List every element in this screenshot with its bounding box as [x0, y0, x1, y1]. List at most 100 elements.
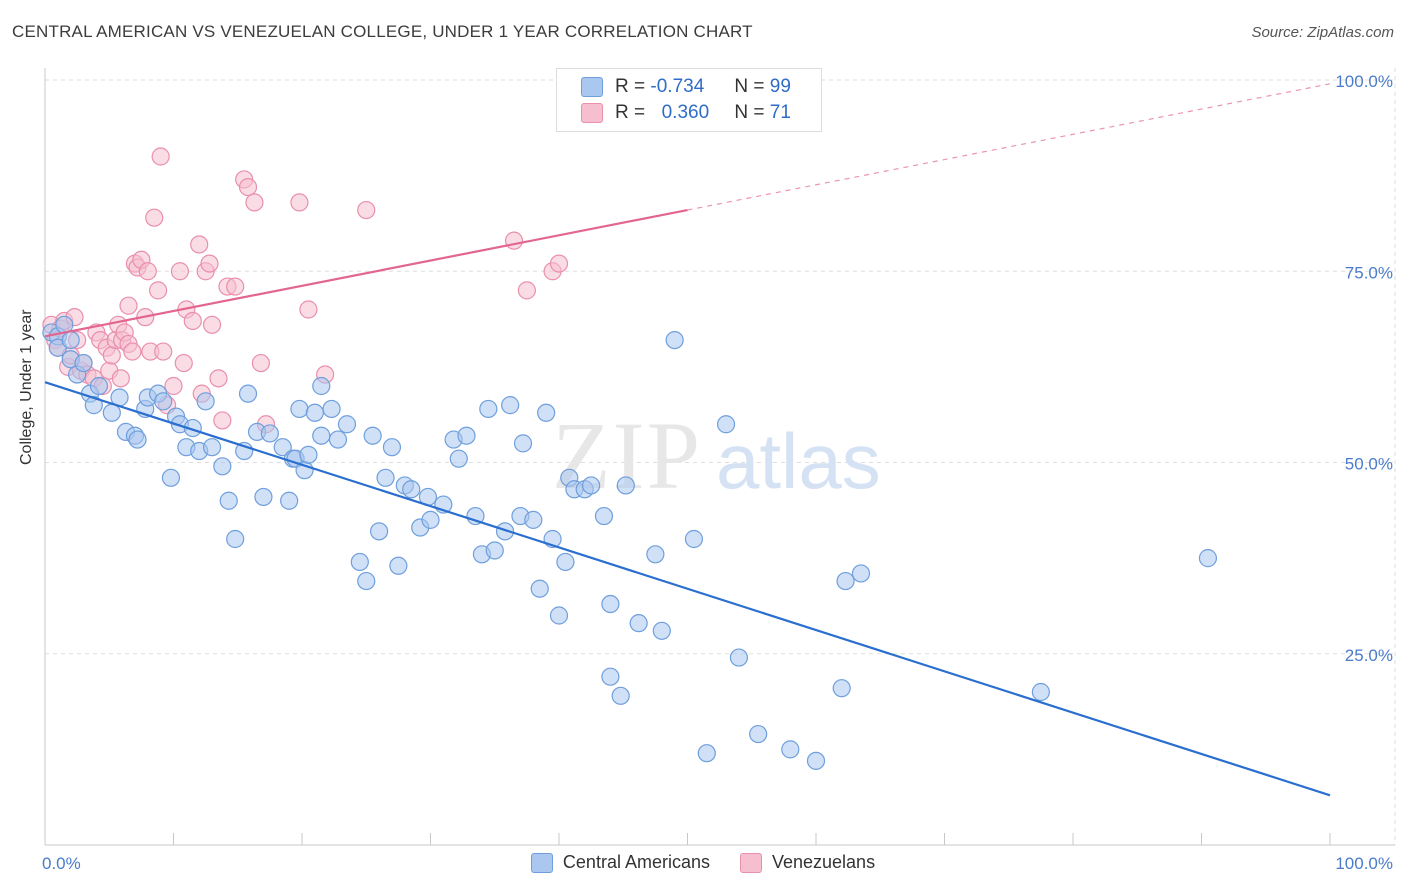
central-american-point — [402, 480, 421, 499]
venezuelan-point — [111, 369, 130, 388]
legend-r-value: -0.734 — [650, 76, 705, 97]
venezuelan-point — [357, 200, 376, 220]
x-tick-label: 100.0% — [1335, 854, 1393, 873]
central-american-point — [370, 522, 389, 541]
legend-n-label: N = — [734, 76, 765, 97]
central-american-point — [601, 667, 620, 686]
central-american-point — [337, 415, 357, 434]
venezuelan-point — [200, 254, 219, 273]
central-american-point — [1031, 682, 1050, 702]
central-american-point — [537, 403, 556, 422]
y-tick-label: 100.0% — [1335, 72, 1393, 91]
central-americans-trend-line — [44, 381, 1331, 797]
central-american-point — [549, 606, 569, 625]
central-american-point — [196, 392, 215, 411]
central-american-point — [749, 724, 768, 744]
central-american-point — [363, 426, 382, 445]
central-american-point — [832, 679, 851, 698]
central-american-point — [513, 434, 533, 453]
central-american-point — [89, 376, 109, 396]
venezuelan-point — [245, 193, 264, 212]
y-tick-label: 75.0% — [1345, 263, 1393, 282]
venezuelan-point — [170, 262, 190, 281]
legend-n-label: N = — [734, 102, 765, 123]
legend-row-venezuelans: R = 0.360 N = 71 — [581, 101, 791, 125]
central-american-point — [61, 331, 80, 350]
central-american-point — [290, 399, 309, 419]
central-american-point — [84, 396, 103, 415]
central-american-point — [781, 740, 800, 759]
central-american-point — [312, 426, 331, 445]
central-american-point — [389, 556, 408, 575]
central-american-point — [697, 744, 716, 763]
central-american-point — [328, 430, 348, 449]
trend-lines — [44, 83, 1331, 797]
central-american-point — [421, 510, 440, 529]
venezuelan-point — [504, 231, 524, 250]
legend-r-label: R = — [615, 102, 646, 123]
venezuelan-point — [123, 342, 142, 361]
central-american-point — [312, 376, 331, 396]
legend-r-value: 0.360 — [661, 102, 710, 123]
legend-r-label: R = — [615, 76, 646, 97]
central-american-point — [299, 445, 318, 464]
y-tick-label: 25.0% — [1345, 646, 1393, 665]
central-american-point — [665, 331, 684, 350]
central-american-point — [449, 449, 468, 468]
tick-labels: 25.0% 50.0% 75.0% 100.0% 0.0% 100.0% — [42, 72, 1393, 873]
venezuelan-point — [119, 296, 138, 315]
central-american-point — [128, 430, 147, 449]
legend-n-value: 71 — [769, 102, 791, 123]
central-american-point — [260, 424, 279, 443]
venezuelan-point — [202, 315, 222, 334]
central-american-point — [74, 353, 93, 373]
central-american-point — [556, 552, 575, 572]
series-legend: Central Americans Venezuelans — [0, 852, 1406, 873]
central-americans-points — [42, 315, 1218, 770]
venezuelan-point — [209, 369, 228, 388]
central-american-point — [594, 506, 614, 526]
central-american-point — [280, 491, 299, 510]
legend-swatch-pink — [739, 852, 762, 873]
central-american-point — [1198, 549, 1218, 568]
axes — [44, 68, 1395, 846]
venezuelan-point — [154, 342, 173, 361]
venezuelan-point — [164, 376, 183, 396]
venezuelan-point — [549, 254, 569, 273]
legend-swatch-blue — [581, 77, 603, 97]
central-american-point — [161, 468, 181, 487]
central-american-point — [836, 571, 855, 591]
venezuelan-point — [145, 208, 164, 227]
legend-item-central-americans: Central Americans — [530, 852, 710, 873]
legend-label: Central Americans — [562, 852, 710, 872]
legend-swatch-blue — [530, 852, 553, 873]
central-american-point — [357, 571, 376, 591]
watermark: ZIP atlas — [552, 402, 881, 509]
central-american-point — [684, 529, 704, 549]
central-american-point — [582, 476, 601, 495]
legend-item-venezuelans: Venezuelans — [739, 852, 876, 873]
venezuelan-point — [213, 411, 232, 430]
venezuelan-point — [517, 281, 536, 300]
central-american-point — [501, 396, 520, 415]
legend-n-value: 99 — [769, 76, 791, 97]
central-american-point — [616, 476, 635, 495]
central-american-point — [485, 541, 504, 560]
legend-label: Venezuelans — [771, 852, 876, 872]
central-american-point — [652, 621, 671, 640]
central-american-point — [350, 552, 369, 572]
legend-swatch-pink — [581, 103, 603, 123]
central-american-point — [213, 457, 232, 476]
venezuelan-point — [148, 281, 168, 300]
venezuelans-trend-line — [44, 208, 688, 338]
central-american-point — [495, 522, 515, 541]
central-american-point — [457, 426, 476, 445]
venezuelan-point — [299, 300, 318, 319]
source-credit: Source: ZipAtlas.com — [1251, 24, 1394, 41]
central-american-point — [273, 438, 292, 457]
central-american-point — [601, 594, 620, 614]
legend: R = -0.734 N = 99 R = 0.360 N = 71 — [556, 68, 822, 132]
venezuelan-point — [174, 353, 193, 373]
central-american-point — [238, 384, 258, 403]
